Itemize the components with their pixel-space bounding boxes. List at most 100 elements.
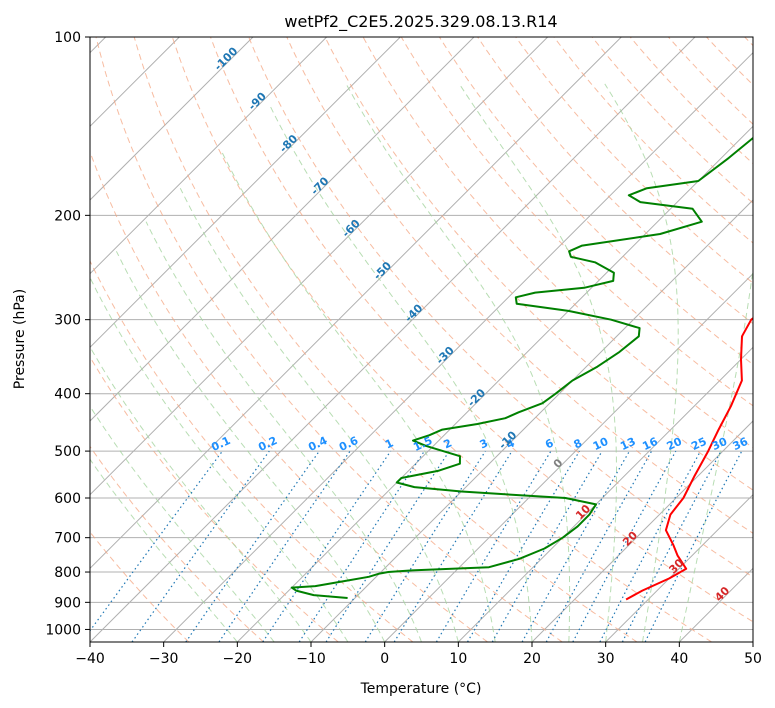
- profile-series-line: [625, 317, 753, 601]
- y-tick-label: 300: [54, 313, 81, 329]
- isotherm-label: -100: [212, 44, 241, 73]
- isotherm-label: -40: [402, 301, 425, 324]
- x-tick-label: −40: [75, 651, 105, 667]
- moist-adiabat: [90, 345, 312, 642]
- mixing-ratio-line: [521, 450, 631, 642]
- isotherm-line: [90, 37, 622, 570]
- y-tick-label: 1000: [45, 622, 81, 638]
- isotherm-label: -60: [340, 217, 363, 240]
- mixing-ratio-label: 2: [442, 436, 454, 451]
- mixing-ratio-label: 30: [710, 435, 730, 453]
- mixing-ratio-label: 16: [640, 435, 660, 453]
- y-tick-label: 800: [54, 565, 81, 581]
- moist-adiabat: [220, 149, 496, 642]
- moist-adiabat: [345, 83, 571, 642]
- mixing-ratio-label: 10: [591, 435, 611, 453]
- y-axis-title: Pressure (hPa): [12, 289, 28, 389]
- dry-adiabat: [515, 37, 753, 284]
- isotherm-line: [457, 346, 753, 642]
- x-tick-label: 0: [380, 651, 389, 667]
- mixing-ratio-line: [572, 450, 677, 642]
- x-tick-label: 40: [670, 651, 688, 667]
- isotherm-line: [752, 641, 753, 642]
- plot-frame: [89, 36, 754, 643]
- dry-adiabat: [744, 37, 753, 47]
- moist-adiabat: [678, 83, 753, 642]
- dry-adiabat: [133, 37, 638, 642]
- isotherm-label: -90: [246, 90, 269, 113]
- dry-adiabat: [324, 37, 753, 491]
- profile-series-line: [290, 136, 753, 599]
- isotherm-line: [531, 420, 753, 642]
- isotherm-line: [236, 125, 753, 642]
- isotherm-line: [678, 567, 753, 642]
- x-tick-label: 30: [597, 651, 615, 667]
- isotherm-line: [163, 51, 753, 642]
- isotherm-label: -70: [308, 174, 331, 197]
- moist-adiabat: [179, 187, 459, 642]
- isotherm-line: [90, 37, 254, 201]
- isotherm-label: -20: [465, 386, 488, 409]
- dry-adiabat: [90, 150, 488, 642]
- y-tick-label: 600: [54, 491, 81, 507]
- dry-adiabat: [248, 37, 753, 578]
- isotherm-line: [90, 37, 549, 496]
- dry-adiabat: [210, 37, 753, 623]
- mixing-ratio-line: [435, 450, 552, 642]
- mixing-ratio-line: [599, 450, 702, 642]
- moist-adiabat: [115, 251, 386, 642]
- mixing-ratio-line: [466, 450, 580, 642]
- y-tick-label: 200: [54, 208, 81, 224]
- dry-adiabat: [706, 37, 753, 86]
- isotherm-label: -30: [434, 344, 457, 367]
- chart-title: wetPf2_C2E5.2025.329.08.13.R14: [284, 12, 557, 32]
- x-tick-label: −30: [149, 651, 179, 667]
- isotherm-line: [605, 493, 753, 642]
- moist-adiabat: [268, 104, 533, 642]
- mixing-ratio-label: 36: [731, 435, 751, 453]
- moist-adiabat: [458, 83, 617, 642]
- dry-adiabat: [171, 37, 712, 642]
- isotherm-label: -80: [277, 132, 300, 155]
- x-tick-label: −20: [223, 651, 253, 667]
- moist-adiabat: [90, 277, 349, 642]
- mixing-ratio-line: [218, 450, 351, 642]
- profile-lines: [290, 136, 753, 601]
- mixing-ratio-label: 13: [618, 435, 637, 453]
- mixing-ratio-label: 25: [689, 435, 708, 453]
- dry-adiabat: [90, 259, 414, 642]
- background-lines: [90, 37, 753, 642]
- isotherm-label: -50: [371, 259, 394, 282]
- dry-adiabat: [591, 37, 753, 204]
- moist-adiabat: [90, 458, 238, 642]
- x-axis-title: Temperature (°C): [360, 681, 482, 697]
- moist-adiabat: [604, 83, 679, 642]
- isotherm-line: [90, 37, 401, 349]
- moist-adiabat: [145, 221, 422, 642]
- y-tick-label: 500: [54, 444, 81, 460]
- dry-adiabat: [95, 37, 563, 642]
- dry-adiabat: [90, 531, 190, 642]
- moist-adiabat: [90, 405, 275, 642]
- dry-adiabat: [668, 37, 753, 125]
- mixing-ratio-line: [393, 450, 513, 642]
- isotherm-line: [90, 37, 328, 275]
- x-tick-label: −10: [296, 651, 326, 667]
- mixing-ratio-line: [131, 450, 270, 642]
- mixing-ratio-line: [364, 450, 486, 642]
- mixing-ratio-line: [90, 450, 223, 632]
- axes: −40 −30 −20 −10 0 10 20 30 40 50 100 200 300 400 500 60…: [45, 30, 762, 667]
- dry-adiabat: [286, 37, 753, 534]
- isotherm-label: 30: [666, 556, 686, 576]
- mixing-ratio-label: 20: [665, 435, 685, 453]
- isotherm-line: [90, 37, 475, 422]
- mixing-ratio-line: [262, 450, 392, 642]
- isotherm-label: 40: [712, 584, 732, 604]
- x-tick-label: 10: [449, 651, 467, 667]
- x-tick-label: 20: [523, 651, 541, 667]
- mixing-ratio-line: [298, 450, 425, 642]
- y-tick-label: 900: [54, 595, 81, 611]
- isotherm-line: [384, 272, 753, 642]
- mixing-ratio-label: 6: [543, 436, 556, 451]
